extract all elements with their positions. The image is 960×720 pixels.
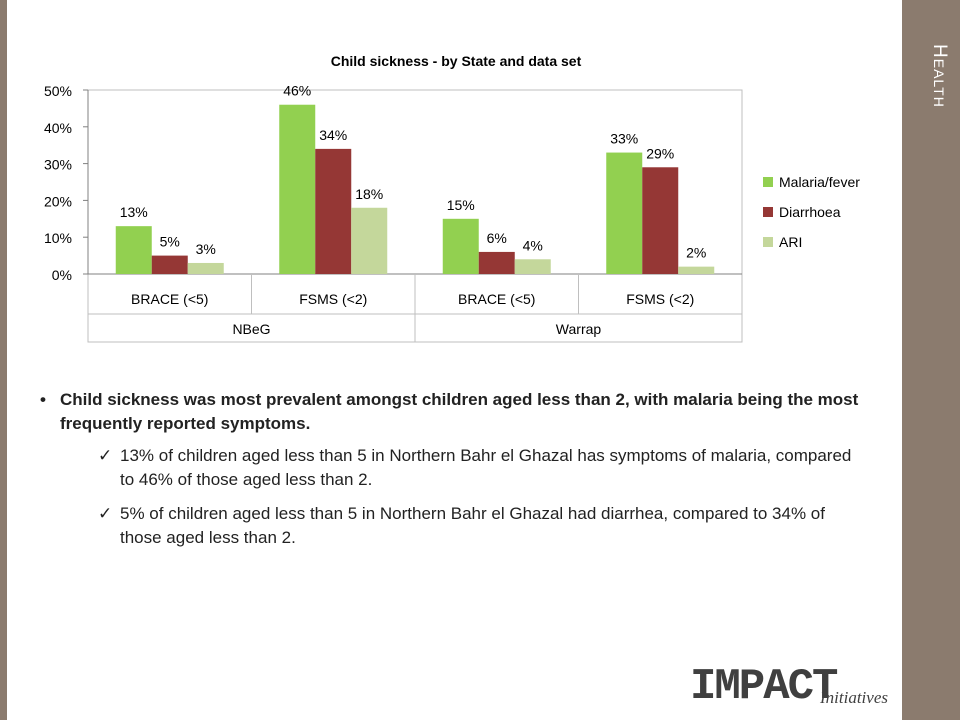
x-category-label: BRACE (<5) [131,291,208,307]
data-label: 4% [523,237,543,253]
y-tick-label: 50% [44,83,72,99]
bar [678,266,715,274]
bar [351,207,388,274]
bar [514,259,551,274]
data-label: 33% [610,131,638,147]
bar [442,218,479,274]
legend-label: ARI [779,234,802,250]
x-category-label: FSMS (<2) [299,291,367,307]
legend-swatch [763,207,773,217]
section-title-initial: H [929,44,950,59]
data-label: 34% [319,127,347,143]
data-label: 46% [283,83,311,99]
sub-bullet-1: ✓ 13% of children aged less than 5 in No… [98,444,870,492]
data-label: 18% [355,186,383,202]
impact-initiatives-logo: IMPACT Initiatives [690,660,905,712]
sub-bullet-2-text: 5% of children aged less than 5 in North… [120,504,825,547]
y-tick-label: 10% [44,230,72,246]
bar [606,152,643,274]
section-title: HEALTH [918,44,950,154]
child-sickness-chart: Child sickness - by State and data set 0… [44,53,860,343]
bar [187,262,224,274]
bar [151,255,188,274]
checkmark-icon: ✓ [98,504,113,523]
sub-bullet-1-text: 13% of children aged less than 5 in Nort… [120,446,852,489]
sub-bullet-2: ✓ 5% of children aged less than 5 in Nor… [98,502,870,550]
data-label: 15% [447,197,475,213]
group-label: NBeG [232,321,270,337]
logo-sub-text: Initiatives [820,688,888,707]
checkmark-icon: ✓ [98,446,113,465]
legend-swatch [763,177,773,187]
data-label: 5% [160,234,180,250]
bar [315,148,352,274]
y-tick-label: 30% [44,157,72,173]
legend-label: Malaria/fever [779,174,860,190]
main-bullet: • Child sickness was most prevalent amon… [40,388,870,436]
bar [279,104,316,274]
y-tick-label: 0% [52,267,72,283]
group-label: Warrap [556,321,602,337]
bar [115,226,152,274]
main-bullet-text: Child sickness was most prevalent amongs… [60,390,859,433]
chart-title: Child sickness - by State and data set [331,53,582,69]
logo-main-text: IMPACT [690,662,838,712]
x-category-label: BRACE (<5) [458,291,535,307]
data-label: 3% [196,241,216,257]
legend-swatch [763,237,773,247]
plot-area: 0% 10% 20% 30% 40% 50% BRACE (<5) 13% 5% 3% FSMS (… [44,83,860,343]
data-label: 2% [686,245,706,261]
data-label: 13% [120,204,148,220]
section-title-rest: EALTH [931,58,947,108]
right-sidebar-bar [902,0,960,720]
data-label: 6% [487,230,507,246]
x-category-label: FSMS (<2) [626,291,694,307]
legend-label: Diarrhoea [779,204,841,220]
bar [642,167,679,274]
bullet-list: • Child sickness was most prevalent amon… [40,388,870,550]
y-tick-label: 40% [44,120,72,136]
bullet-dot-icon: • [40,390,46,409]
y-tick-label: 20% [44,193,72,209]
bar [478,251,515,274]
left-border-bar [0,0,7,720]
data-label: 29% [646,145,674,161]
